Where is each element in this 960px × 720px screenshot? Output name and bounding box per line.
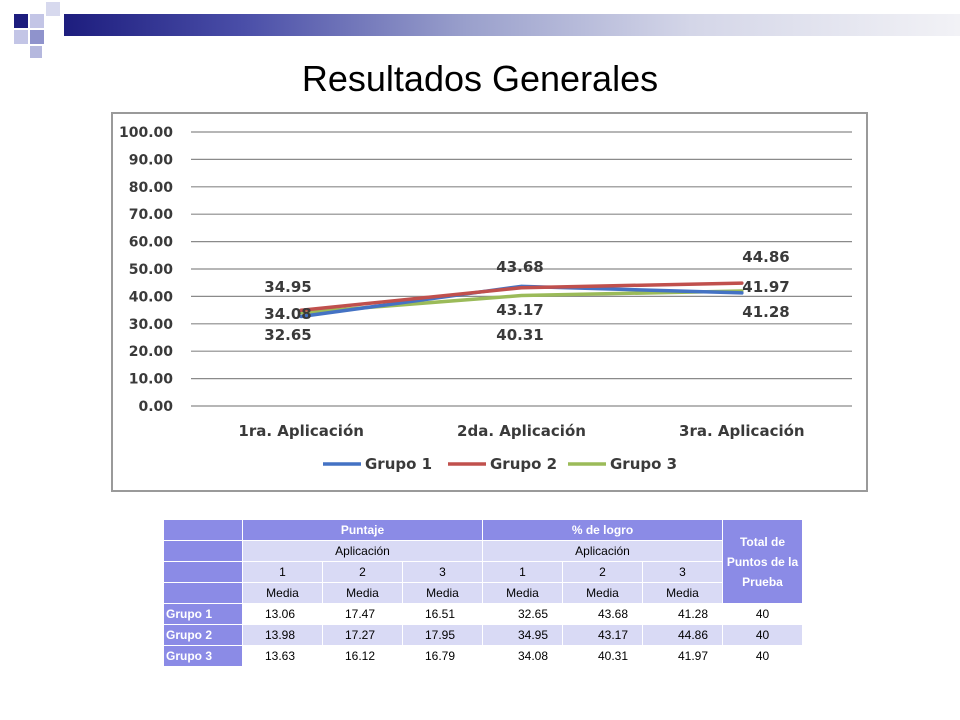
data-label: 43.68 [496,258,543,276]
y-tick-label: 10.00 [129,372,174,388]
row-group: Grupo 2 [163,624,243,646]
table-cell: 17.27 [322,624,403,646]
table-cell: 16.12 [322,645,403,667]
header-square-light [46,2,60,16]
header-square-light [30,14,44,28]
table-cell-total: 40 [722,645,803,667]
y-tick-label: 90.00 [129,152,174,168]
data-label: 44.86 [742,248,789,266]
data-point [740,281,744,285]
header-square-mid [30,30,44,44]
header-square-navy [14,14,28,28]
data-label: 40.31 [496,326,543,344]
table-cell-total: 40 [722,624,803,646]
media-label: Media [642,582,723,604]
header-puntaje: Puntaje [242,519,483,541]
media-label: Media [242,582,323,604]
y-tick-label: 100.00 [119,125,173,141]
y-tick-label: 60.00 [129,235,174,251]
data-label: 34.95 [264,278,311,296]
app-number: 1 [482,561,563,583]
media-label: Media [562,582,643,604]
header-gradient-bar [64,14,960,36]
header-square-light [14,30,28,44]
table-cell: 43.17 [562,624,643,646]
data-point [299,315,303,319]
y-tick-label: 30.00 [129,317,174,333]
aplicacion-label: Aplicación [242,540,483,562]
table-corner [163,519,243,541]
table-cell: 34.08 [482,645,563,667]
header-square-mid [30,46,42,58]
data-label: 41.97 [742,278,789,296]
table-cell: 34.95 [482,624,563,646]
data-label: 41.28 [742,303,789,321]
table-corner [163,540,243,562]
table-cell: 16.51 [402,603,483,625]
table-row: Grupo 3 13.63 16.12 16.79 34.08 40.31 41… [163,645,803,667]
data-label: 32.65 [264,326,311,344]
legend-label: Grupo 2 [490,455,557,473]
row-group: Grupo 3 [163,645,243,667]
table-cell: 41.97 [642,645,723,667]
app-number: 3 [402,561,483,583]
y-tick-label: 50.00 [129,262,174,278]
row-group: Grupo 1 [163,603,243,625]
y-tick-label: 40.00 [129,289,174,305]
table-cell-total: 40 [722,603,803,625]
table-cell: 32.65 [482,603,563,625]
media-label: Media [402,582,483,604]
x-tick-label: 3ra. Aplicación [679,422,805,440]
chart-frame: 100.00 90.00 80.00 70.00 60.00 50.00 40.00 30.0… [111,112,868,492]
media-label: Media [322,582,403,604]
media-label: Media [482,582,563,604]
data-label: 34.08 [264,305,311,323]
table-corner [163,582,243,604]
legend-label: Grupo 1 [365,455,432,473]
line-chart: 100.00 90.00 80.00 70.00 60.00 50.00 40.00 30.0… [119,125,852,473]
app-number: 3 [642,561,723,583]
data-point [299,308,303,312]
app-number: 2 [562,561,643,583]
table-cell: 13.63 [242,645,323,667]
header-total: Total de Puntos de la Prueba [722,519,803,604]
table-row: Grupo 1 13.06 17.47 16.51 32.65 43.68 41… [163,603,803,625]
x-tick-label: 2da. Aplicación [457,422,586,440]
table-cell: 17.95 [402,624,483,646]
y-tick-label: 20.00 [129,344,174,360]
table-cell: 41.28 [642,603,723,625]
slide-title: Resultados Generales [301,58,659,99]
table-cell: 43.68 [562,603,643,625]
header-logro: % de logro [482,519,723,541]
app-number: 2 [322,561,403,583]
x-tick-label: 1ra. Aplicación [238,422,364,440]
table-cell: 17.47 [322,603,403,625]
y-tick-label: 0.00 [138,399,173,415]
table-row: Grupo 2 13.98 17.27 17.95 34.95 43.17 44… [163,624,803,646]
data-label: 43.17 [496,301,543,319]
data-point [520,294,523,298]
table-cell: 13.98 [242,624,323,646]
data-point [520,286,523,290]
y-tick-label: 70.00 [129,207,174,223]
table-cell: 13.06 [242,603,323,625]
table-cell: 16.79 [402,645,483,667]
y-tick-label: 80.00 [129,180,174,196]
app-number: 1 [242,561,323,583]
table-cell: 44.86 [642,624,723,646]
results-table: Puntaje % de logro Total de Puntos de la… [163,519,803,667]
table-corner [163,561,243,583]
legend-label: Grupo 3 [610,455,677,473]
aplicacion-label: Aplicación [482,540,723,562]
table-cell: 40.31 [562,645,643,667]
data-point [740,291,744,295]
